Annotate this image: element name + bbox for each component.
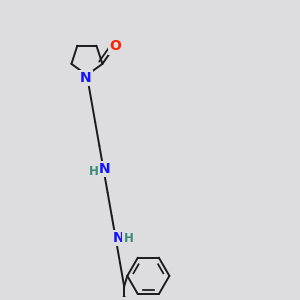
Text: H: H xyxy=(124,232,134,244)
Text: N: N xyxy=(99,162,111,176)
Text: N: N xyxy=(80,71,91,85)
Text: H: H xyxy=(89,165,99,178)
Text: O: O xyxy=(109,39,121,53)
Text: N: N xyxy=(113,231,124,245)
